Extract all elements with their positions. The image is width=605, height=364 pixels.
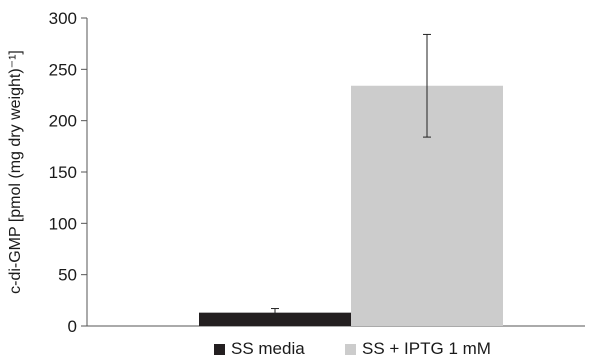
y-tick-label: 0 bbox=[68, 317, 77, 336]
y-tick-label: 300 bbox=[49, 9, 77, 28]
error-bars bbox=[271, 33, 431, 318]
legend-swatch bbox=[345, 344, 356, 355]
y-tick-label: 250 bbox=[49, 60, 77, 79]
y-tick-label: 200 bbox=[49, 112, 77, 131]
axes bbox=[86, 18, 585, 327]
y-tick-label: 150 bbox=[49, 163, 77, 182]
legend: SS media SS + IPTG 1 mM bbox=[214, 339, 491, 358]
y-axis-title: c-di-GMP [pmol (mg dry weight)⁻¹] bbox=[7, 50, 24, 294]
y-tick-label: 100 bbox=[49, 214, 77, 233]
y-tick-label: 50 bbox=[58, 266, 77, 285]
legend-label: SS + IPTG 1 mM bbox=[362, 339, 491, 358]
bars bbox=[199, 85, 503, 326]
bar bbox=[199, 312, 351, 326]
legend-label: SS media bbox=[231, 339, 305, 358]
y-axis-ticks: 0 50 100 150 200 250 300 bbox=[49, 9, 87, 336]
legend-swatch bbox=[214, 344, 225, 355]
